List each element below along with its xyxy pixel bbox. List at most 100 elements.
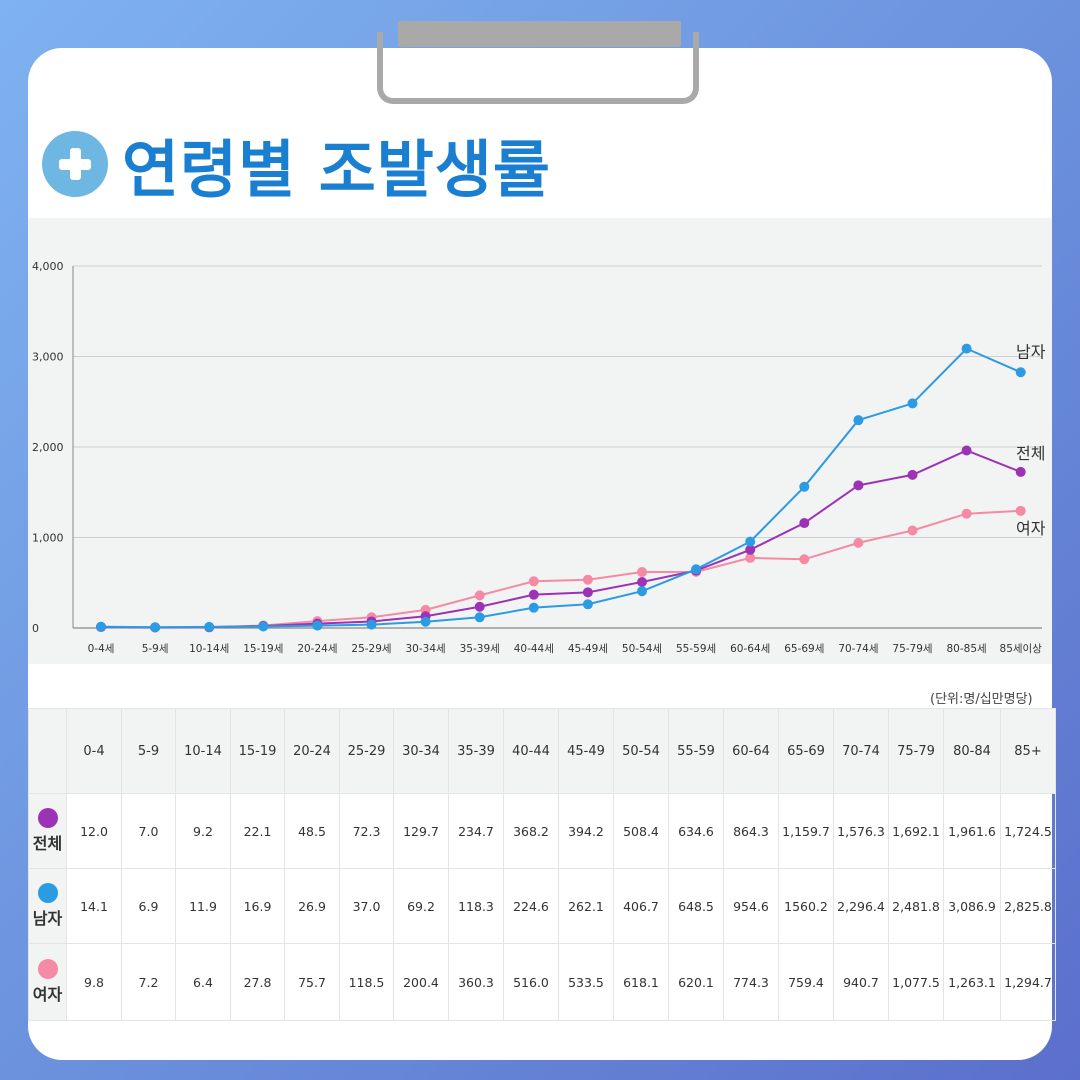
table-cell: 618.1 [613,943,669,1021]
x-tick-label: 65-69세 [784,643,824,655]
data-point [474,601,485,612]
table-header-cell: 35-39 [448,708,504,794]
table-cell: 1,294.7 [1000,943,1056,1021]
table-header-cell: 70-74 [833,708,889,794]
x-tick-label: 70-74세 [838,643,878,655]
row-label-text: 여자 [32,985,63,1004]
data-point [312,620,323,631]
table-corner-cell [28,708,67,794]
data-point [366,619,377,630]
series-line [100,347,1022,629]
x-tick-label: 80-85세 [947,643,987,655]
table-cell: 2,296.4 [833,868,889,944]
table-cell: 620.1 [668,943,724,1021]
table-cell: 1,077.5 [888,943,944,1021]
table-cell: 72.3 [339,793,394,869]
table-cell: 200.4 [393,943,449,1021]
table-row: 전체 12.0 7.0 9.2 22.1 48.5 72.3 129.7 234.7 368.2 3… [28,793,1056,869]
data-point [853,537,864,548]
table-header-cell: 40-44 [503,708,559,794]
table-row: 여자 9.8 7.2 6.4 27.8 75.7 118.5 200.4 360.3 516.0 5… [28,943,1056,1021]
table-cell: 9.2 [175,793,231,869]
table-cell: 394.2 [558,793,614,869]
table-cell: 118.5 [339,943,394,1021]
table-header-cell: 60-64 [723,708,779,794]
data-point [961,508,972,519]
table-cell: 11.9 [175,868,231,944]
data-point [691,564,702,575]
data-point [853,480,864,491]
data-point [853,415,864,426]
data-point [961,445,972,456]
table-header-cell: 0-4 [66,708,122,794]
table-cell: 759.4 [778,943,834,1021]
x-tick-label: 85세이상 [1000,643,1043,655]
table-header-cell: 15-19 [230,708,285,794]
table-header-cell: 65-69 [778,708,834,794]
data-point [150,622,161,633]
series-label: 전체 [1016,444,1045,463]
series-line [100,509,1021,629]
data-point [637,586,647,597]
data-point [637,567,647,578]
plus-icon [42,131,108,197]
data-point [961,343,972,354]
data-point [907,469,918,480]
row-label-cell: 남자 [28,868,67,944]
table-cell: 22.1 [230,793,285,869]
table-cell: 2,825.8 [1000,868,1056,944]
table-cell: 3,086.9 [943,868,1001,944]
clipboard-clip-loop [377,32,699,104]
table-cell: 1,159.7 [778,793,834,869]
data-point [1015,367,1026,378]
table-cell: 129.7 [393,793,449,869]
table-cell: 7.0 [121,793,176,869]
data-point [745,544,756,555]
data-point [528,602,539,613]
x-tick-label: 5-9세 [142,643,169,655]
y-tick-label: 3,000 [32,351,64,364]
x-tick-label: 55-59세 [676,643,716,655]
table-cell: 406.7 [613,868,669,944]
data-point [420,616,431,627]
table-cell: 360.3 [448,943,504,1021]
table-cell: 6.9 [121,868,176,944]
data-table: 0-4 5-9 10-14 15-19 20-24 25-29 30-34 35-39 40-4… [28,708,1056,1021]
y-tick-label: 1,000 [32,532,64,545]
data-point [474,612,485,623]
table-cell: 9.8 [66,943,122,1021]
table-cell: 6.4 [175,943,231,1021]
data-point [907,398,918,409]
data-point [799,554,810,565]
table-header-row: 0-4 5-9 10-14 15-19 20-24 25-29 30-34 35-39 40-4… [28,708,1056,794]
series-line [100,449,1022,629]
y-tick-label: 4,000 [32,260,64,273]
table-cell: 7.2 [121,943,176,1021]
table-header-cell: 5-9 [121,708,176,794]
table-header-cell: 50-54 [613,708,669,794]
table-cell: 234.7 [448,793,504,869]
y-tick-label: 2,000 [32,441,64,454]
data-point [582,599,593,610]
x-tick-label: 75-79세 [892,643,932,655]
table-cell: 516.0 [503,943,559,1021]
x-tick-label: 50-54세 [622,643,662,655]
data-point [582,574,593,585]
table-cell: 26.9 [284,868,340,944]
row-label-text: 남자 [32,909,63,928]
legend-dot-icon [37,808,58,828]
row-label-text: 전체 [32,834,63,853]
unit-note: (단위:명/십만명당) [930,692,1033,707]
table-cell: 1,692.1 [888,793,944,869]
legend-dot-icon [37,883,58,903]
x-tick-label: 15-19세 [243,643,283,655]
table-cell: 508.4 [613,793,669,869]
table-cell: 774.3 [723,943,779,1021]
data-point [907,525,918,536]
data-point [474,590,485,601]
table-cell: 75.7 [284,943,340,1021]
table-cell: 954.6 [723,868,779,944]
table-cell: 634.6 [668,793,724,869]
table-header-cell: 30-34 [393,708,449,794]
table-cell: 1,263.1 [943,943,1001,1021]
